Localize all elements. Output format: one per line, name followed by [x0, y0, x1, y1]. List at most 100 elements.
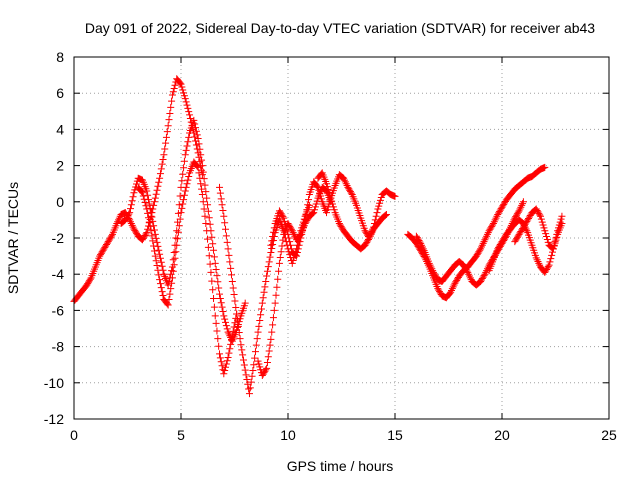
data-point-track-c [208, 277, 216, 285]
data-point-track-a [131, 226, 139, 234]
data-point-track-i [430, 268, 438, 276]
data-point-track-g [367, 230, 375, 238]
data-point-track-b [126, 205, 134, 213]
data-point-track-f [283, 227, 291, 235]
data-point-track-a [100, 245, 108, 253]
data-point-track-j [494, 245, 502, 253]
data-point-track-c [210, 294, 218, 302]
data-point-track-c [180, 191, 188, 199]
data-point-track-j [500, 235, 508, 243]
data-point-track-d [246, 384, 254, 392]
data-point-track-a [161, 145, 169, 153]
data-point-track-b [164, 281, 172, 289]
data-point-track-j [496, 241, 504, 249]
data-point-track-d [237, 341, 245, 349]
data-point-track-b [214, 278, 222, 286]
data-point-track-d [222, 232, 230, 240]
data-point-track-g [368, 229, 376, 237]
data-point-track-e [269, 314, 277, 322]
data-point-track-d [263, 267, 271, 275]
data-point-track-i [477, 277, 485, 285]
data-point-track-i [514, 208, 522, 216]
data-point-track-c [212, 319, 220, 327]
data-point-track-c [177, 209, 185, 217]
data-point-track-e [273, 283, 281, 291]
data-point-track-c [213, 327, 221, 335]
data-point-track-c [224, 353, 232, 361]
x-tick-label: 0 [70, 427, 78, 443]
data-point-track-a [152, 190, 160, 198]
data-point-track-e [262, 366, 270, 374]
data-point-track-e [271, 299, 279, 307]
data-point-track-d [252, 341, 260, 349]
data-point-track-b [180, 164, 188, 172]
x-tick-label: 20 [494, 427, 510, 443]
data-point-track-f [276, 208, 284, 216]
data-point-track-c [175, 222, 183, 230]
data-point-track-b [151, 230, 159, 238]
data-point-track-i [460, 263, 468, 271]
data-point-track-d [219, 206, 227, 214]
data-point-track-b [129, 193, 137, 201]
data-point-track-e [311, 203, 319, 211]
data-point-track-d [263, 272, 271, 280]
data-point-track-b [195, 140, 203, 148]
data-point-track-d [248, 372, 256, 380]
data-point-track-i [418, 243, 426, 251]
data-point-track-j [533, 256, 541, 264]
data-point-track-c [138, 189, 146, 197]
data-point-track-e [287, 225, 295, 233]
data-point-track-a [96, 252, 104, 260]
data-point-track-k [554, 224, 562, 232]
data-point-track-c [163, 300, 171, 308]
data-point-track-k [519, 225, 527, 233]
data-point-track-a [168, 97, 176, 105]
data-point-track-g [324, 185, 332, 193]
data-point-track-h [447, 286, 455, 294]
data-point-track-d [245, 385, 253, 393]
data-point-track-a [156, 174, 164, 182]
data-point-track-h [541, 163, 549, 171]
data-point-track-j [501, 233, 509, 241]
y-tick-label: 6 [56, 85, 64, 101]
data-point-track-f [344, 183, 352, 191]
data-point-track-a [165, 116, 173, 124]
data-point-track-f [296, 238, 304, 246]
data-point-track-k [512, 236, 520, 244]
data-point-track-f [302, 211, 310, 219]
data-point-track-a [132, 228, 140, 236]
data-point-track-c [211, 312, 219, 320]
data-point-track-d [224, 245, 232, 253]
data-point-track-h [477, 245, 485, 253]
data-point-track-c [222, 360, 230, 368]
data-point-track-i [478, 275, 486, 283]
data-point-track-a [162, 133, 170, 141]
data-point-track-d [221, 219, 229, 227]
data-point-track-c [203, 227, 211, 235]
data-point-track-g [323, 180, 331, 188]
data-point-track-a [143, 229, 151, 237]
data-point-track-h [496, 206, 504, 214]
data-point-track-c [145, 218, 153, 226]
data-point-track-h [481, 236, 489, 244]
data-point-track-b [156, 254, 164, 262]
data-point-track-a [179, 86, 187, 94]
data-point-track-e [276, 254, 284, 262]
data-point-track-j [547, 255, 555, 263]
data-point-track-f [345, 185, 353, 193]
data-point-track-i [463, 267, 471, 275]
data-point-track-a [186, 111, 194, 119]
data-point-track-d [220, 212, 228, 220]
data-point-track-c [184, 176, 192, 184]
data-point-track-d [231, 297, 239, 305]
data-point-track-f [313, 182, 321, 190]
data-point-track-a [83, 281, 91, 289]
data-point-track-f [346, 186, 354, 194]
data-point-track-c [198, 191, 206, 199]
y-tick-label: -6 [52, 302, 65, 318]
data-point-track-d [243, 376, 251, 384]
data-point-track-i [465, 272, 473, 280]
data-point-track-c [206, 260, 214, 268]
data-point-track-i [428, 265, 436, 273]
data-point-track-a [181, 95, 189, 103]
